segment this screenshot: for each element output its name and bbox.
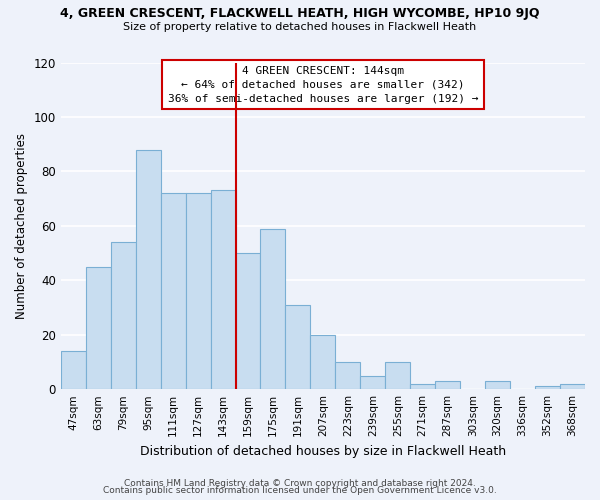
Bar (185, 193, 211, 389)
Bar (61, 351, 86, 389)
Bar (211, 190, 236, 389)
Bar (560, 384, 585, 389)
Bar (86, 266, 111, 389)
Bar (485, 381, 510, 389)
Bar (535, 386, 560, 389)
Bar (260, 228, 286, 389)
Bar (335, 362, 361, 389)
Y-axis label: Number of detached properties: Number of detached properties (15, 133, 28, 319)
Text: 4 GREEN CRESCENT: 144sqm
← 64% of detached houses are smaller (342)
36% of semi-: 4 GREEN CRESCENT: 144sqm ← 64% of detach… (167, 66, 478, 104)
Text: Contains public sector information licensed under the Open Government Licence v3: Contains public sector information licen… (103, 486, 497, 495)
Bar (385, 362, 410, 389)
X-axis label: Distribution of detached houses by size in Flackwell Heath: Distribution of detached houses by size … (140, 444, 506, 458)
Bar (111, 242, 136, 389)
Text: Size of property relative to detached houses in Flackwell Heath: Size of property relative to detached ho… (124, 22, 476, 32)
Text: Contains HM Land Registry data © Crown copyright and database right 2024.: Contains HM Land Registry data © Crown c… (124, 478, 476, 488)
Text: 4, GREEN CRESCENT, FLACKWELL HEATH, HIGH WYCOMBE, HP10 9JQ: 4, GREEN CRESCENT, FLACKWELL HEATH, HIGH… (60, 8, 540, 20)
Bar (236, 253, 260, 389)
Bar (286, 305, 310, 389)
Bar (136, 150, 161, 389)
Bar (361, 376, 385, 389)
Bar (410, 384, 435, 389)
Bar (310, 334, 335, 389)
Bar (161, 193, 185, 389)
Bar (435, 381, 460, 389)
